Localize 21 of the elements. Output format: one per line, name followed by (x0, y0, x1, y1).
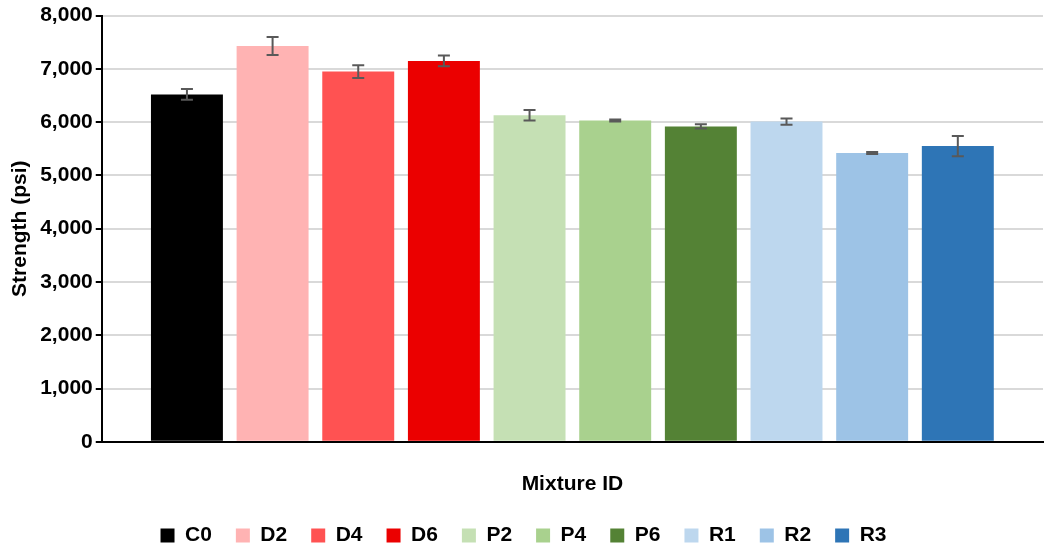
legend-label: R3 (859, 522, 887, 546)
legend-label: P6 (634, 522, 661, 546)
legend-label: D2 (260, 522, 288, 546)
legend-label: P2 (486, 522, 513, 546)
y-tick-label: 1,000 (40, 375, 93, 399)
y-tick-label: 7,000 (40, 55, 93, 79)
y-tick-label: 0 (81, 428, 93, 452)
y-tick-label: 8,000 (40, 2, 93, 26)
y-tick-label: 2,000 (40, 322, 93, 346)
legend-label: P4 (560, 522, 587, 546)
y-tick-label: 5,000 (40, 162, 93, 186)
legend-label: R1 (708, 522, 737, 546)
y-tick-label: 6,000 (40, 108, 93, 132)
x-axis-title: Mixture ID (521, 471, 624, 495)
legend-label: C0 (185, 522, 212, 546)
legend-label: R2 (784, 522, 812, 546)
y-tick-label: 4,000 (40, 215, 93, 239)
y-tick-label: 3,000 (40, 268, 93, 292)
legend-label: D6 (411, 522, 438, 546)
legend-label: D4 (335, 522, 363, 546)
y-axis-title: Strength (psi) (7, 160, 31, 297)
